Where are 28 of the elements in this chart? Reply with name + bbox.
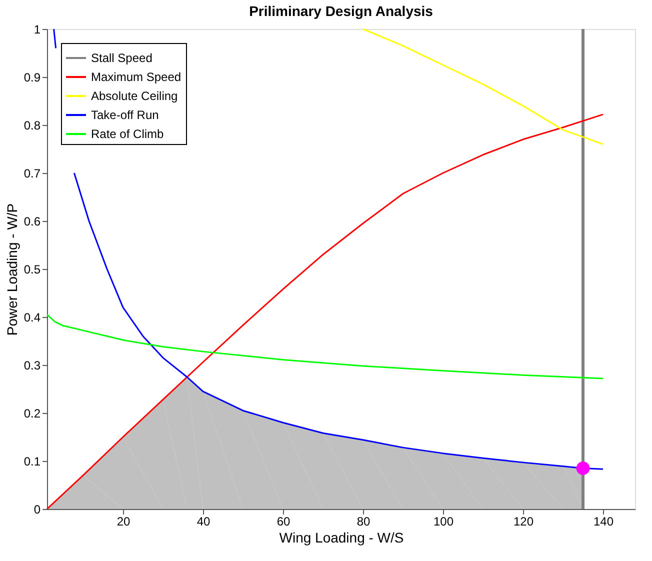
legend-label: Absolute Ceiling [91,89,178,103]
y-tick-label: 0 [34,502,41,516]
x-tick-label: 80 [356,514,370,528]
y-tick-label: 0.3 [24,358,41,372]
legend-label: Maximum Speed [91,70,182,84]
y-tick-label: 0.1 [24,454,41,468]
chart-title: Priliminary Design Analysis [249,3,434,19]
x-tick-label: 120 [513,514,534,528]
y-tick-label: 0.5 [24,262,41,276]
y-axis-title: Power Loading - W/P [4,203,20,336]
y-tick-label: 0.9 [24,70,41,84]
x-tick-label: 40 [196,514,210,528]
y-tick-label: 0.2 [24,406,41,420]
line-series [46,314,604,380]
y-tick-label: 0.6 [24,214,41,228]
legend-label: Stall Speed [91,51,152,65]
legend-label: Take-off Run [91,108,159,122]
y-tick-label: 0.4 [24,310,41,324]
x-tick-label: 100 [433,514,454,528]
y-tick-label: 0.8 [24,118,41,132]
x-axis-title: Wing Loading - W/S [279,530,404,546]
x-tick-label: 20 [116,514,130,528]
y-tick-label: 0.7 [24,166,41,180]
y-tick-label: 1 [34,22,41,36]
x-tick-label: 60 [276,514,290,528]
x-tick-label: 140 [593,514,614,528]
legend-label: Rate of Climb [91,127,164,141]
line-series [362,28,604,145]
